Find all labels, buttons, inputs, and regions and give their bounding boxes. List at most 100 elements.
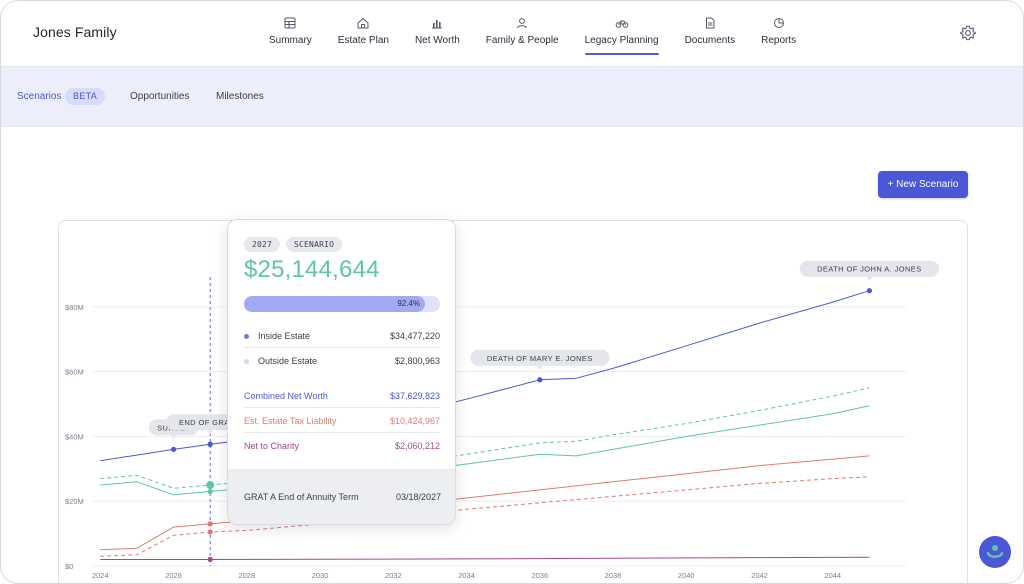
event-pill-pointer: [170, 435, 177, 440]
series-line-3: [100, 455, 870, 551]
chart-grid: [93, 306, 906, 567]
event-point: [537, 377, 543, 383]
event-label: DEATH OF MARY E. JONES: [487, 354, 593, 363]
beta-badge: BETA: [65, 88, 106, 105]
hover-point: [206, 481, 215, 490]
nav-label: Legacy Planning: [584, 35, 659, 46]
nav-label: Summary: [269, 35, 312, 46]
new-scenario-button[interactable]: + New Scenario: [878, 171, 968, 198]
nav-estate-plan[interactable]: Estate Plan: [325, 1, 402, 67]
table-icon: [284, 17, 296, 29]
nav-net-worth[interactable]: Net Worth: [402, 1, 473, 67]
total-value: $25,144,644: [244, 256, 380, 283]
nav-label: Family & People: [485, 35, 559, 46]
y-tick-label: $0: [65, 562, 73, 571]
series-line-4: [100, 476, 870, 557]
nav-legacy-planning[interactable]: Legacy Planning: [572, 1, 672, 67]
progress-fill: [244, 296, 426, 312]
progress-bar: 92.4%: [244, 296, 440, 312]
hover-point: [207, 556, 213, 563]
x-tick-label: 2036: [531, 571, 548, 580]
subnav-scenarios[interactable]: Scenarios: [17, 91, 62, 102]
event-pill: [799, 260, 939, 277]
nav-documents[interactable]: Documents: [672, 1, 749, 67]
footer-value: 03/18/2027: [395, 492, 441, 502]
gear-icon[interactable]: [959, 24, 977, 42]
outside-estate-row: Outside Estate $2,800,963: [244, 348, 440, 373]
y-tick-label: $80M: [65, 303, 84, 312]
family-name: Jones Family: [33, 24, 117, 40]
series-line-5: [100, 556, 870, 560]
nav-summary[interactable]: Summary: [256, 1, 325, 67]
combined-row: Combined Net Worth $37,629,823: [244, 383, 440, 408]
row-label: Est. Estate Tax Liability: [244, 416, 337, 426]
x-tick-label: 2038: [605, 571, 622, 580]
legend-dot: [244, 334, 249, 339]
x-tick-label: 2030: [312, 571, 329, 580]
x-tick-label: 2026: [165, 571, 182, 580]
progress-label: 92.4%: [397, 299, 420, 308]
row-value: $10,424,967: [389, 416, 440, 426]
event-pill: [470, 349, 610, 366]
series-line-0: [100, 290, 870, 462]
footer-label: GRAT A End of Annuity Term: [244, 492, 359, 502]
series-line-1: [100, 387, 870, 489]
event-point: [207, 441, 213, 447]
bicycle-icon: [615, 20, 628, 28]
chart-tick-labels: $0 $20M $40M $60M $80M 2024 2026 2028 2030 2032 20…: [65, 303, 841, 580]
x-tick-label: 2042: [751, 571, 768, 580]
event-pill-pointer: [866, 276, 873, 281]
row-value: $2,060,212: [394, 441, 440, 451]
y-tick-label: $60M: [65, 368, 84, 377]
person-icon: [517, 18, 528, 29]
y-tick-label: $20M: [65, 497, 84, 506]
subnav-milestones[interactable]: Milestones: [216, 91, 264, 102]
hover-point: [207, 529, 213, 535]
y-tick-label: $40M: [65, 432, 84, 441]
inside-estate-row: Inside Estate $34,477,220: [244, 323, 440, 348]
x-tick-label: 2032: [385, 571, 402, 580]
document-icon: [705, 17, 715, 29]
x-tick-label: 2034: [458, 571, 475, 580]
x-tick-label: 2040: [678, 571, 695, 580]
pie-chart-icon: [773, 18, 784, 28]
nav-label: Reports: [761, 35, 797, 46]
tooltip-footer: GRAT A End of Annuity Term 03/18/2027: [228, 469, 455, 524]
top-header: Jones Family Summary Estate Plan Net Wor…: [1, 1, 1023, 67]
scenario-chip: SCENARIO: [286, 237, 343, 252]
assistant-button[interactable]: [979, 536, 1011, 568]
row-label: Inside Estate: [258, 331, 311, 341]
hover-point: [207, 488, 213, 495]
event-label: DEATH OF JOHN A. JONES: [817, 265, 922, 274]
main-nav: Summary Estate Plan Net Worth Family & P…: [256, 1, 809, 67]
x-tick-label: 2028: [238, 571, 255, 580]
event-pill-pointer: [536, 365, 543, 370]
event-pill-pointer: [207, 430, 214, 435]
nav-label: Estate Plan: [337, 35, 389, 46]
sub-nav: Scenarios BETA Opportunities Milestones: [1, 67, 1023, 127]
row-value: $2,800,963: [394, 356, 440, 366]
assistant-icon: [986, 545, 1004, 558]
event-label: END OF GRAT A: [179, 418, 241, 427]
row-value: $37,629,823: [389, 391, 440, 401]
row-value: $34,477,220: [389, 331, 440, 341]
event-point: [170, 446, 177, 453]
x-tick-label: 2024: [92, 571, 109, 580]
nav-family-people[interactable]: Family & People: [473, 1, 572, 67]
row-label: Outside Estate: [258, 356, 318, 366]
year-chip: 2027: [244, 237, 281, 252]
nav-reports[interactable]: Reports: [748, 1, 809, 67]
house-icon: [357, 17, 369, 29]
row-label: Combined Net Worth: [244, 391, 328, 401]
charity-row: Net to Charity $2,060,212: [244, 433, 440, 458]
legend-dot: [244, 359, 249, 364]
subnav-opportunities[interactable]: Opportunities: [130, 91, 190, 102]
nav-label: Documents: [684, 35, 736, 46]
bar-chart-icon: [432, 20, 443, 29]
row-label: Net to Charity: [244, 441, 300, 451]
scenario-tooltip: 2027 SCENARIO $25,144,644 92.4% Inside E…: [227, 219, 456, 525]
event-point: [866, 288, 872, 294]
